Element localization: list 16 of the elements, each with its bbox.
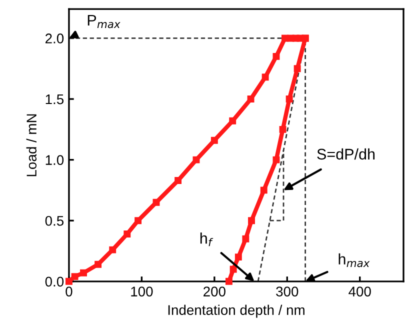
y-tick-label: 2.0 <box>46 34 64 44</box>
x-axis-title: Indentation depth / nm <box>168 304 304 318</box>
annotation: h$_{f}$ <box>200 232 214 246</box>
x-tick-label: 0 <box>66 286 72 296</box>
annotation: P$_{max}$ <box>88 14 120 28</box>
annotation: h$_{max}$ <box>338 253 370 268</box>
annotation: S=dP/dh <box>317 148 375 160</box>
y-tick-label: 0.0 <box>45 276 64 287</box>
y-tick-label: 1.5 <box>46 94 64 104</box>
y-tick-label: 0.5 <box>45 216 64 226</box>
y-tick-label: 1.0 <box>46 155 64 165</box>
x-tick-label: 400 <box>348 286 371 296</box>
x-tick-label: 100 <box>131 286 153 296</box>
x-tick-label: 200 <box>204 286 226 296</box>
x-tick-label: 300 <box>276 286 298 296</box>
y-axis-title: Load / mN <box>26 114 37 176</box>
